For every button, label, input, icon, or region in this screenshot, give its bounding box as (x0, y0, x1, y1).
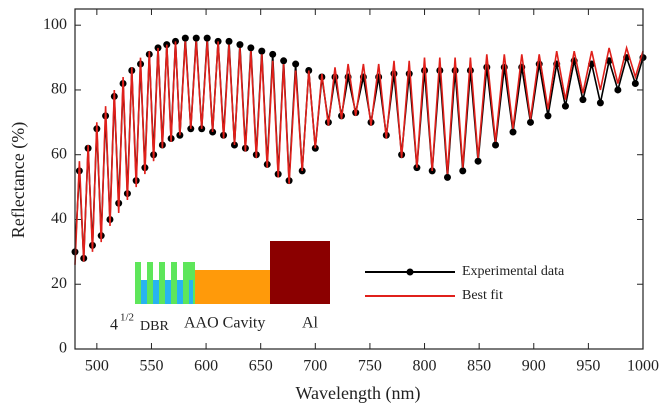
x-tick-label: 850 (467, 358, 491, 375)
data-point (280, 57, 288, 65)
data-point (631, 79, 639, 87)
y-axis-title: Reflectance (%) (8, 122, 29, 238)
dbr-pore (183, 280, 189, 304)
data-point (483, 63, 491, 71)
y-tick-label: 0 (59, 340, 67, 357)
dbr-gap (141, 262, 147, 280)
data-point (459, 167, 467, 175)
legend-marker (406, 268, 414, 276)
dbr-base: 4 (110, 317, 118, 334)
x-tick-label: 550 (139, 358, 163, 375)
legend-label: Best fit (462, 288, 503, 303)
y-tick-label: 80 (51, 81, 67, 98)
data-point (544, 112, 552, 120)
data-point (203, 34, 211, 42)
data-point (390, 70, 398, 78)
x-axis-title: Wavelength (nm) (295, 383, 420, 404)
data-point (225, 37, 233, 45)
data-point (443, 173, 451, 181)
dbr-gap (153, 262, 159, 280)
x-tick-label: 650 (249, 358, 273, 375)
dbr-pore (171, 280, 177, 304)
data-point (247, 44, 255, 52)
x-tick-label: 1000 (627, 358, 659, 375)
data-point (596, 99, 604, 107)
dbr-label: DBR (140, 319, 169, 334)
data-point (614, 86, 622, 94)
y-tick-label: 40 (51, 210, 67, 227)
data-point (492, 141, 500, 149)
data-point (258, 47, 266, 55)
x-tick-label: 950 (576, 358, 600, 375)
metal-label: Al (302, 315, 319, 332)
data-point (181, 34, 189, 42)
legend-label: Experimental data (462, 264, 565, 279)
x-tick-label: 800 (413, 358, 437, 375)
x-tick-label: 900 (522, 358, 546, 375)
data-point (292, 60, 300, 68)
dbr-pore (147, 280, 153, 304)
x-tick-label: 600 (194, 358, 218, 375)
series-line (74, 38, 644, 259)
cavity-label: AAO Cavity (184, 315, 265, 332)
x-tick-label: 500 (85, 358, 109, 375)
cavity-block (195, 270, 270, 304)
y-tick-label: 60 (51, 145, 67, 162)
data-point (561, 102, 569, 110)
data-point (526, 118, 534, 126)
data-point (269, 50, 277, 58)
dbr-exponent: 1/2 (120, 312, 134, 324)
data-point (154, 44, 162, 52)
data-point (474, 157, 482, 165)
dbr-gap (177, 262, 183, 280)
data-point (509, 128, 517, 136)
data-point (236, 41, 244, 49)
inset-schematic: 4 1/2 DBR AAO Cavity Al (110, 241, 330, 334)
x-tick-label: 700 (303, 358, 327, 375)
plot-frame (74, 8, 644, 350)
x-tick-label: 750 (358, 358, 382, 375)
data-point (192, 34, 200, 42)
data-point (579, 96, 587, 104)
y-tick-label: 100 (43, 16, 67, 33)
al-block (270, 241, 330, 304)
series-line (74, 41, 644, 265)
dbr-pore (159, 280, 165, 304)
dbr-gap (165, 262, 171, 280)
y-tick-label: 20 (51, 275, 67, 292)
